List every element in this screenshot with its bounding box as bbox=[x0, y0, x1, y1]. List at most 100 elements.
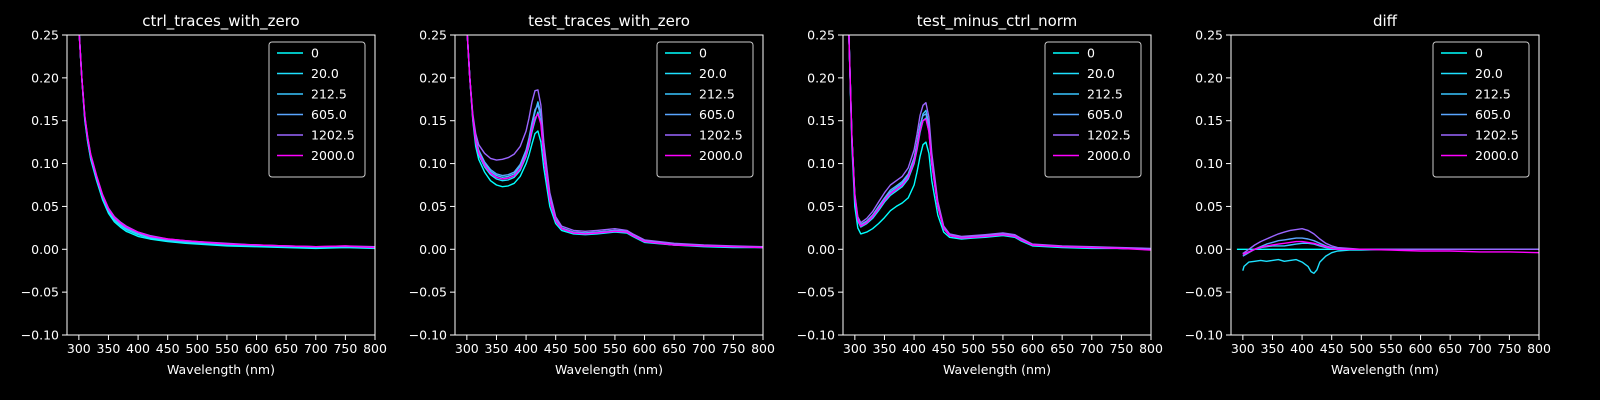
series-line-605.0 bbox=[848, 35, 1151, 250]
x-tick-label: 750 bbox=[333, 341, 357, 356]
legend-label: 605.0 bbox=[699, 107, 735, 122]
legend: 0 20.0 212.5 605.0 1202.5 2000.0 bbox=[1432, 41, 1530, 178]
legend-label: 212.5 bbox=[1087, 87, 1123, 102]
x-tick-label: 700 bbox=[1468, 341, 1492, 356]
x-tick-label: 450 bbox=[544, 341, 568, 356]
y-tick-label: −0.10 bbox=[797, 328, 835, 343]
legend-label: 0 bbox=[1475, 46, 1483, 61]
axes-frame bbox=[1230, 34, 1540, 336]
x-tick-label: 700 bbox=[692, 341, 716, 356]
series-line-2000.0 bbox=[1242, 240, 1539, 256]
plot-area bbox=[78, 35, 375, 250]
y-tick-label: 0.10 bbox=[1195, 156, 1223, 171]
legend-box bbox=[268, 41, 366, 178]
x-axis-label: Wavelength (nm) bbox=[1331, 362, 1439, 377]
y-tick-label: 0.15 bbox=[1195, 113, 1223, 128]
legend-label: 1202.5 bbox=[1087, 128, 1131, 143]
legend-label: 1202.5 bbox=[699, 128, 743, 143]
chart-title: test_traces_with_zero bbox=[528, 12, 690, 31]
legend-box bbox=[656, 41, 754, 178]
series-line-1202.5 bbox=[1242, 227, 1539, 255]
legend: 0 20.0 212.5 605.0 1202.5 2000.0 bbox=[268, 41, 366, 178]
y-tick-label: 0.10 bbox=[807, 156, 835, 171]
x-tick-label: 500 bbox=[185, 341, 209, 356]
x-tick-label: 500 bbox=[573, 341, 597, 356]
x-tick-label: 800 bbox=[1139, 341, 1163, 356]
y-tick-label: 0.25 bbox=[1195, 28, 1223, 43]
plot-area bbox=[1236, 227, 1539, 274]
chart-panel-3: test_minus_ctrl_norm 300 350 400 450 500 550 60… bbox=[797, 12, 1163, 377]
legend-label: 0 bbox=[699, 46, 707, 61]
y-tick-label: 0.05 bbox=[1195, 199, 1223, 214]
chart-panel-2: test_traces_with_zero 300 350 400 450 500 550 6… bbox=[409, 12, 775, 377]
axes-frame bbox=[454, 34, 764, 336]
x-tick-label: 300 bbox=[1231, 341, 1255, 356]
x-tick-label: 750 bbox=[721, 341, 745, 356]
chart-title: test_minus_ctrl_norm bbox=[917, 12, 1078, 31]
y-tick-label: 0.20 bbox=[31, 70, 59, 85]
x-tick-label: 750 bbox=[1497, 341, 1521, 356]
legend-label: 212.5 bbox=[1475, 87, 1511, 102]
legend-label: 0 bbox=[311, 46, 319, 61]
x-tick-label: 600 bbox=[245, 341, 269, 356]
x-tick-label: 350 bbox=[97, 341, 121, 356]
axes-frame bbox=[66, 34, 376, 336]
x-tick-label: 800 bbox=[1527, 341, 1551, 356]
y-tick-label: 0.00 bbox=[807, 242, 835, 257]
x-tick-label: 650 bbox=[274, 341, 298, 356]
legend-label: 2000.0 bbox=[311, 148, 355, 163]
x-tick-label: 600 bbox=[633, 341, 657, 356]
x-axis-label: Wavelength (nm) bbox=[167, 362, 275, 377]
x-tick-label: 650 bbox=[1438, 341, 1462, 356]
x-tick-label: 700 bbox=[304, 341, 328, 356]
y-tick-label: 0.25 bbox=[807, 28, 835, 43]
x-tick-label: 400 bbox=[1290, 341, 1314, 356]
y-tick-label: 0.15 bbox=[419, 113, 447, 128]
y-tick-label: 0.25 bbox=[419, 28, 447, 43]
legend-label: 20.0 bbox=[311, 66, 339, 81]
legend-box bbox=[1432, 41, 1530, 178]
y-tick-label: 0.00 bbox=[1195, 242, 1223, 257]
x-tick-label: 300 bbox=[67, 341, 91, 356]
y-tick-label: 0.10 bbox=[419, 156, 447, 171]
plot-area bbox=[848, 35, 1151, 251]
x-tick-label: 350 bbox=[873, 341, 897, 356]
legend-box bbox=[1044, 41, 1142, 178]
x-tick-label: 550 bbox=[991, 341, 1015, 356]
legend: 0 20.0 212.5 605.0 1202.5 2000.0 bbox=[1044, 41, 1142, 178]
legend-label: 605.0 bbox=[1087, 107, 1123, 122]
series-line-2000.0 bbox=[848, 35, 1151, 251]
x-tick-label: 500 bbox=[961, 341, 985, 356]
series-line-0 bbox=[848, 35, 1151, 250]
x-tick-label: 300 bbox=[455, 341, 479, 356]
y-tick-label: 0.20 bbox=[1195, 70, 1223, 85]
legend-label: 2000.0 bbox=[699, 148, 743, 163]
x-tick-label: 350 bbox=[485, 341, 509, 356]
legend-label: 605.0 bbox=[311, 107, 347, 122]
legend-label: 2000.0 bbox=[1475, 148, 1519, 163]
series-line-0 bbox=[466, 35, 763, 249]
y-tick-label: 0.05 bbox=[807, 199, 835, 214]
chart-title: ctrl_traces_with_zero bbox=[142, 12, 299, 31]
x-tick-label: 400 bbox=[126, 341, 150, 356]
y-tick-label: 0.00 bbox=[31, 242, 59, 257]
legend-label: 20.0 bbox=[699, 66, 727, 81]
y-tick-label: −0.05 bbox=[21, 285, 59, 300]
y-tick-label: −0.05 bbox=[797, 285, 835, 300]
legend-label: 605.0 bbox=[1475, 107, 1511, 122]
plot-area bbox=[466, 35, 763, 249]
y-tick-label: −0.05 bbox=[1185, 285, 1223, 300]
chart-panel-4: diff 300 350 400 450 500 550 600 650 700 750 800 −0.… bbox=[1185, 12, 1551, 377]
chart-title: diff bbox=[1373, 12, 1398, 30]
y-tick-label: 0.25 bbox=[31, 28, 59, 43]
x-tick-label: 400 bbox=[902, 341, 926, 356]
x-tick-label: 550 bbox=[603, 341, 627, 356]
x-tick-label: 550 bbox=[215, 341, 239, 356]
x-tick-label: 400 bbox=[514, 341, 538, 356]
series-line-2000.0 bbox=[466, 35, 763, 249]
x-tick-label: 500 bbox=[1349, 341, 1373, 356]
y-tick-label: 0.00 bbox=[419, 242, 447, 257]
x-tick-label: 800 bbox=[363, 341, 387, 356]
legend-label: 20.0 bbox=[1475, 66, 1503, 81]
